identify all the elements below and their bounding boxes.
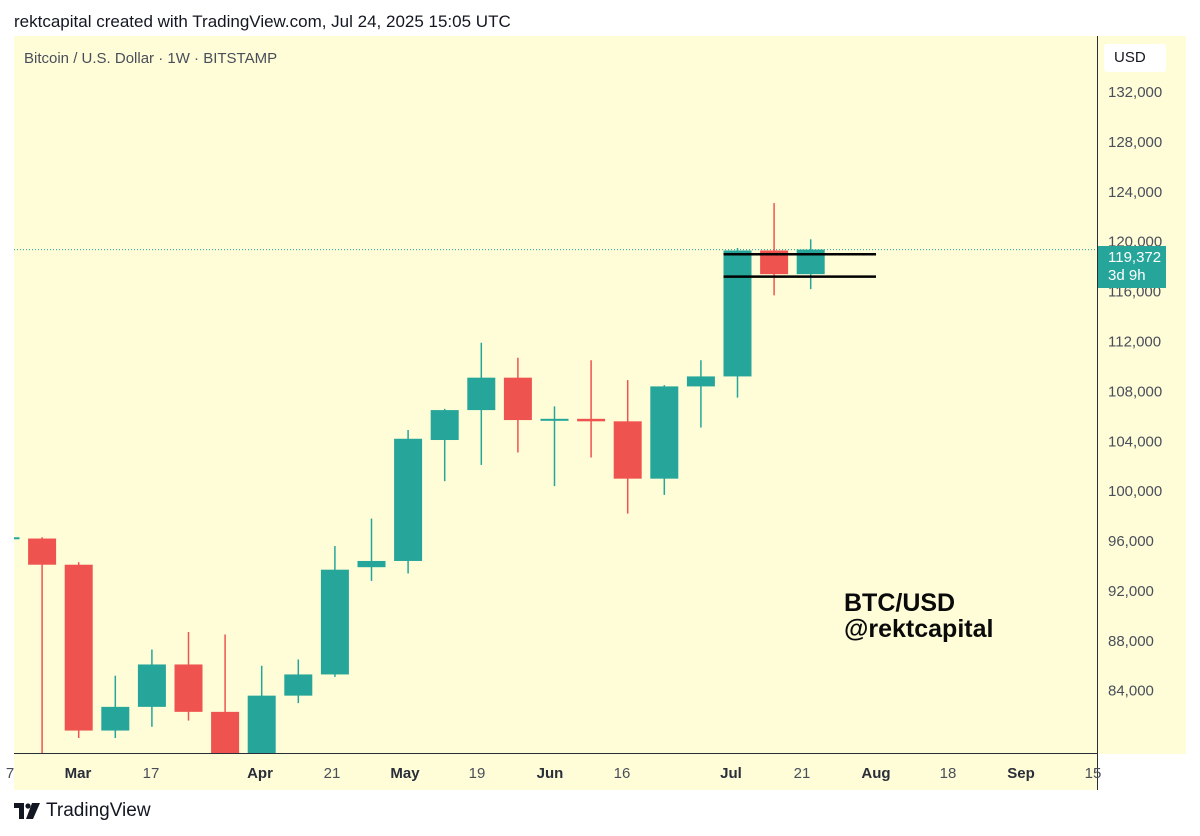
candle	[686, 360, 715, 428]
candle	[14, 537, 20, 540]
time-tick-label: 17	[143, 765, 160, 782]
price-axis[interactable]	[1098, 36, 1186, 754]
candle	[101, 675, 130, 739]
price-tick-label: 88,000	[1108, 633, 1154, 650]
time-tick-label: 21	[794, 765, 811, 782]
candle	[613, 380, 642, 514]
time-tick-label: 21	[324, 765, 341, 782]
candle	[577, 360, 606, 458]
time-tick-label: 18	[940, 765, 957, 782]
candle-body	[686, 376, 715, 387]
candle	[430, 408, 459, 482]
candle-body	[64, 564, 93, 731]
candle	[796, 239, 825, 290]
time-tick-label: May	[390, 765, 420, 782]
time-axis-divider	[14, 753, 1098, 754]
watermark-pair: BTC/USD	[844, 589, 956, 617]
price-tick-label: 104,000	[1108, 433, 1162, 450]
candle	[64, 562, 93, 739]
candle	[320, 546, 349, 677]
candle-body	[467, 377, 496, 411]
candle-body	[394, 438, 423, 561]
candle-body	[137, 664, 166, 707]
candle	[760, 203, 789, 296]
candle	[284, 659, 313, 704]
candle-body	[174, 664, 203, 712]
candle	[28, 537, 57, 753]
candle	[247, 665, 276, 753]
bar-countdown: 3d 9h	[1108, 267, 1146, 284]
currency-label[interactable]: USD	[1104, 44, 1166, 72]
time-axis[interactable]	[14, 754, 1098, 790]
time-tick-label: Mar	[65, 765, 92, 782]
candle-body	[540, 418, 569, 421]
chart-caption: rektcapital created with TradingView.com…	[14, 12, 511, 31]
candle-body	[284, 674, 313, 696]
tradingview-footer[interactable]: TradingView	[14, 800, 151, 822]
candle	[540, 406, 569, 487]
time-tick-label: 19	[469, 765, 486, 782]
time-tick-label: 7	[6, 765, 14, 782]
candle	[211, 634, 240, 753]
candle-body	[357, 560, 386, 568]
candle-body	[320, 569, 349, 675]
candle-body	[760, 250, 789, 275]
watermark-author: @rektcapital	[844, 615, 994, 643]
price-tick-label: 100,000	[1108, 483, 1162, 500]
time-tick-label: Aug	[861, 765, 890, 782]
candle-body	[28, 538, 57, 565]
candle	[467, 342, 496, 465]
candle-body	[503, 377, 532, 421]
candle	[394, 430, 423, 574]
candle	[357, 518, 386, 581]
time-tick-label: Sep	[1007, 765, 1035, 782]
price-tick-label: 96,000	[1108, 533, 1154, 550]
candle	[503, 357, 532, 453]
candle-body	[211, 711, 240, 753]
candle-body	[430, 410, 459, 441]
price-tick-label: 112,000	[1108, 334, 1161, 351]
price-axis-divider	[1097, 36, 1098, 790]
price-tick-label: 132,000	[1108, 84, 1162, 101]
candle	[723, 247, 752, 398]
candle	[137, 649, 166, 727]
last-price-tag: 119,372 3d 9h	[1098, 246, 1166, 288]
candle-body	[613, 421, 642, 479]
price-tick-label: 84,000	[1108, 683, 1154, 700]
candle-body	[577, 418, 606, 422]
watermark: BTC/USD @rektcapital	[844, 590, 993, 642]
candle	[650, 385, 679, 495]
price-tick-label: 108,000	[1108, 383, 1162, 400]
time-tick-label: Jul	[720, 765, 742, 782]
time-tick-label: 16	[614, 765, 631, 782]
candle-body	[247, 695, 276, 753]
time-tick-label: 15	[1085, 765, 1102, 782]
candle-body	[723, 250, 752, 377]
price-tick-label: 124,000	[1108, 184, 1162, 201]
symbol-title[interactable]: Bitcoin / U.S. Dollar · 1W · BITSTAMP	[24, 50, 278, 67]
price-tick-label: 128,000	[1108, 134, 1162, 151]
tradingview-logo-icon	[14, 803, 40, 819]
candle	[174, 632, 203, 721]
last-price-value: 119,372	[1108, 249, 1162, 266]
chart-plot-area[interactable]	[14, 36, 1098, 754]
candle-body	[650, 386, 679, 479]
time-tick-label: Apr	[247, 765, 273, 782]
candle-body	[101, 706, 130, 731]
time-tick-label: Jun	[537, 765, 564, 782]
price-tick-label: 92,000	[1108, 583, 1154, 600]
candles-group	[14, 203, 1097, 753]
tradingview-brand: TradingView	[46, 800, 151, 821]
candle-body	[14, 537, 20, 540]
